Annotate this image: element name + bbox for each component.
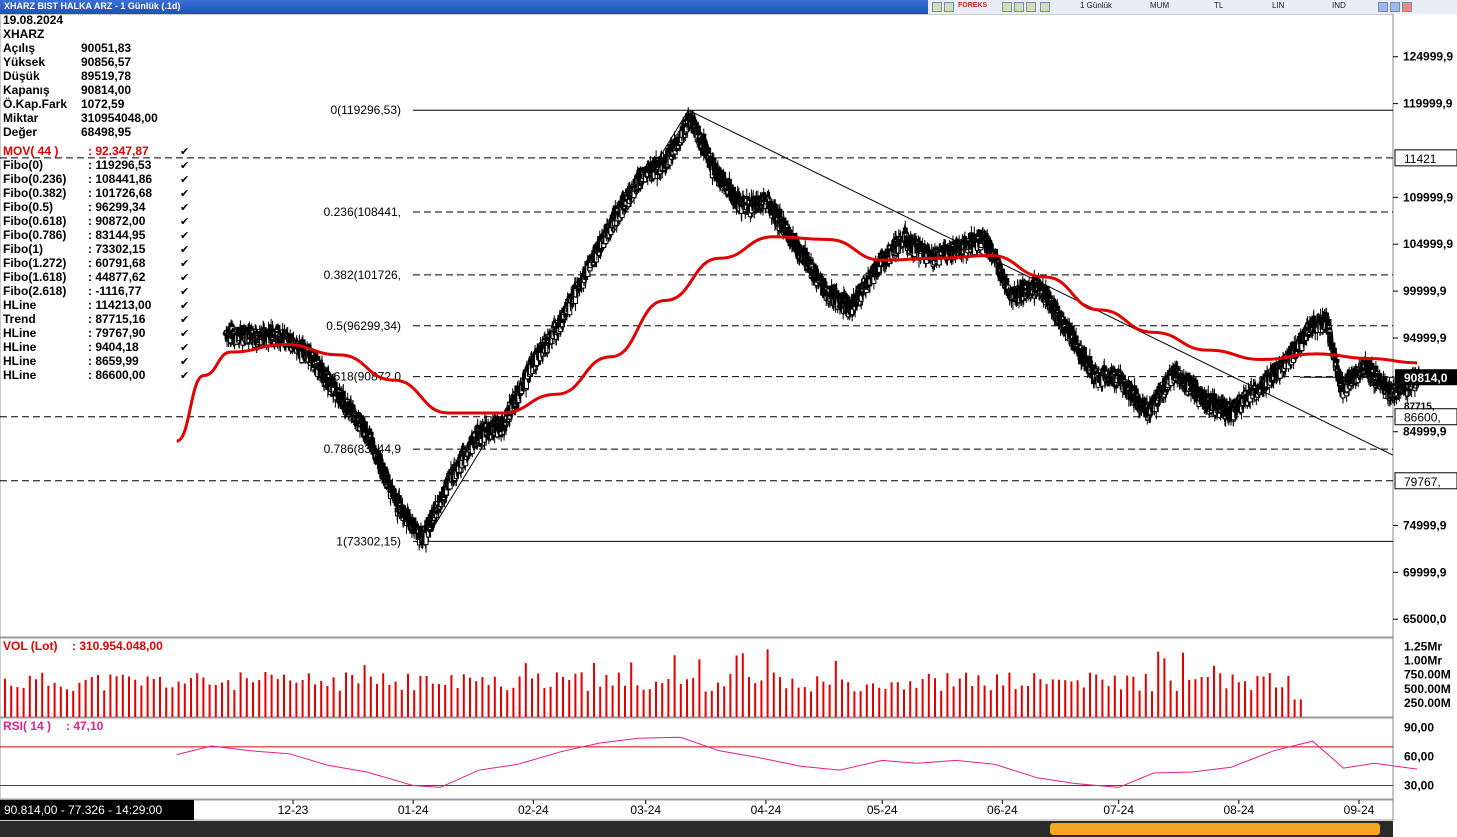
price-tick-label: 109999,9	[1403, 190, 1453, 204]
price-tick-label: 99999,9	[1403, 284, 1447, 298]
candles	[222, 107, 1422, 553]
candle-body	[573, 296, 579, 304]
price-tick-label: 65000,0	[1403, 612, 1447, 626]
fib-label: 0.382(101726,	[324, 268, 401, 282]
fib-label: 1(73302,15)	[336, 534, 401, 548]
price-tick-label: 124999,9	[1403, 50, 1453, 64]
price-tick-label: 74999,9	[1403, 518, 1447, 532]
time-axis-panel	[0, 799, 1394, 821]
volume-panel	[0, 637, 1394, 718]
fib-label: 0.236(108441,	[324, 205, 401, 219]
fib-label: 0.618(90872,0	[324, 370, 402, 384]
price-tick-label: 119999,9	[1403, 97, 1453, 111]
candle-body	[290, 338, 296, 343]
price-tick-label: 84999,9	[1403, 425, 1447, 439]
fib-label: 0(119296,53)	[331, 103, 402, 117]
fib-label: 0.5(96299,34)	[326, 319, 401, 333]
candle-body	[683, 126, 689, 133]
candle-body	[601, 243, 607, 248]
price-tick-label: 104999,9	[1403, 237, 1453, 251]
price-tick-label: 69999,9	[1403, 565, 1447, 579]
rsi-panel	[0, 717, 1394, 800]
fib-label: 0.786(83144,9	[324, 442, 402, 456]
price-tick-label: 94999,9	[1403, 331, 1447, 345]
